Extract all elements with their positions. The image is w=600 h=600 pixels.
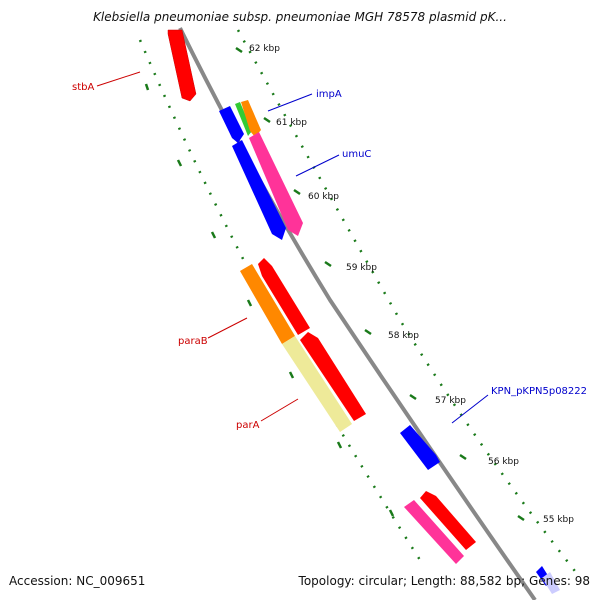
- kbp-tick-label: 62 kbp: [249, 44, 280, 54]
- kbp-tick-label: 60 kbp: [308, 192, 339, 202]
- gene-label-KPN_pKPN5p08222[interactable]: KPN_pKPN5p08222: [491, 386, 587, 397]
- leader-stbA: [96, 71, 141, 87]
- gene-pink-bottom[interactable]: [404, 500, 464, 564]
- leader-KPN: [451, 394, 489, 424]
- gene-red-bottom[interactable]: [420, 491, 476, 550]
- gene-umuC-blue[interactable]: [232, 140, 286, 240]
- gene-blue-small[interactable]: [219, 106, 244, 143]
- leader-impA: [267, 93, 313, 112]
- gene-label-umuC[interactable]: umuC: [342, 149, 371, 160]
- gene-KPN_pKPN5p08222[interactable]: [400, 425, 440, 470]
- map-title: Klebsiella pneumoniae subsp. pneumoniae …: [93, 10, 507, 24]
- gene-impA-orange[interactable]: [241, 100, 261, 137]
- leader-paraB: [207, 317, 248, 339]
- gene-umuC-pink[interactable]: [249, 132, 303, 236]
- outer-tick-track: [236, 29, 579, 576]
- kbp-tick-label: 55 kbp: [543, 515, 574, 525]
- leader-parA: [260, 398, 299, 422]
- gene-parA-khaki[interactable]: [282, 336, 352, 432]
- inner-tick-track: [138, 39, 422, 561]
- gene-label-paraB[interactable]: paraB: [178, 336, 208, 347]
- gene-stbA[interactable]: [167, 29, 197, 102]
- gene-label-stbA[interactable]: stbA: [72, 82, 94, 93]
- gene-parA-red[interactable]: [300, 332, 366, 421]
- inner-major-ticks: [144, 83, 395, 517]
- kbp-tick-label: 56 kbp: [488, 457, 519, 467]
- gene-label-impA[interactable]: impA: [316, 89, 342, 100]
- kbp-tick-label: 57 kbp: [435, 396, 466, 406]
- gene-impA-green[interactable]: [235, 102, 252, 136]
- accession-label: Accession: NC_009651: [9, 574, 146, 588]
- outer-major-ticks: [235, 46, 525, 522]
- gene-label-parA[interactable]: parA: [236, 420, 260, 431]
- kbp-tick-label: 61 kbp: [276, 118, 307, 128]
- gene-paraB-orange[interactable]: [240, 264, 295, 344]
- gene-lavender-tail[interactable]: [542, 572, 560, 594]
- kbp-tick-label: 58 kbp: [388, 331, 419, 341]
- kbp-tick-label: 59 kbp: [346, 263, 377, 273]
- leader-umuC: [295, 154, 340, 177]
- gene-red-upper[interactable]: [258, 258, 310, 335]
- topology-label: Topology: circular; Length: 88,582 bp; G…: [298, 574, 590, 588]
